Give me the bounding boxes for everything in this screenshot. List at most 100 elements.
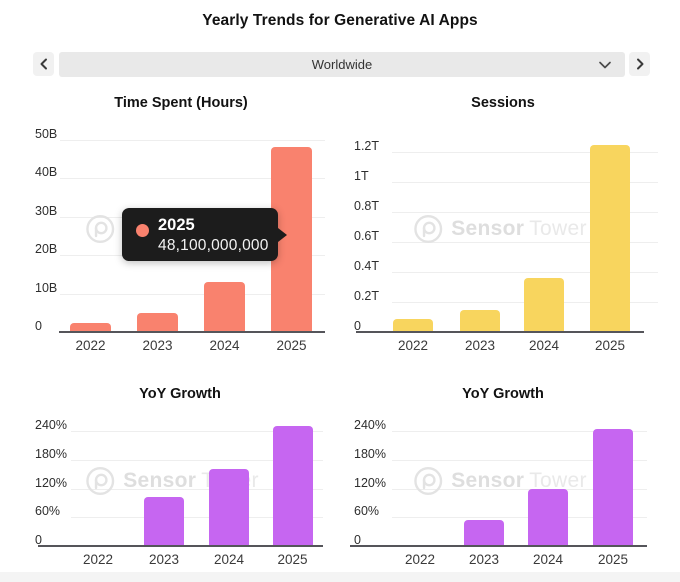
watermark-text-tower: Tower (529, 469, 587, 492)
region-dropdown[interactable]: Worldwide (59, 52, 625, 77)
x-axis-label-sessions-2025: 2025 (594, 338, 626, 353)
gridline-yoy-growth-time-spent (71, 459, 323, 461)
y-tick-label-sessions: 0.2T (354, 289, 380, 303)
y-tick-label-sessions: 1.2T (354, 139, 380, 153)
x-axis-label-time-spent-2024: 2024 (209, 338, 240, 353)
x-axis-label-yoy-growth-time-spent-2023: 2023 (148, 552, 180, 567)
y-tick-label-yoy-growth-sessions: 60% (354, 504, 380, 519)
bottom-divider (0, 572, 680, 582)
bar-sessions-2025[interactable] (590, 144, 630, 332)
x-axis-label-sessions-2024: 2024 (528, 338, 560, 353)
gridline-yoy-growth-time-spent (71, 488, 323, 490)
page-title: Yearly Trends for Generative AI Apps (202, 12, 478, 29)
sensor-tower-logo-icon (414, 466, 443, 496)
y-tick-label-yoy-growth-time-spent: 120% (35, 475, 67, 490)
x-axis-label-sessions-2023: 2023 (464, 338, 496, 353)
bar-yoy-growth-time-spent-2023[interactable] (144, 496, 184, 546)
y-tick-label-sessions: 0.4T (354, 259, 380, 273)
y-tick-label-time-spent: 10B (35, 280, 58, 295)
x-axis-label-yoy-growth-time-spent-2024: 2024 (213, 552, 245, 567)
x-axis-sessions (356, 331, 644, 333)
y-tick-label-time-spent: 30B (35, 203, 58, 218)
bar-yoy-growth-time-spent-2025[interactable] (272, 426, 313, 546)
chevron-left-icon (40, 58, 47, 70)
bar-yoy-growth-sessions-2023[interactable] (464, 519, 504, 546)
watermark-text-sensor: Sensor (451, 469, 525, 492)
gridline-time-spent (60, 293, 325, 295)
x-axis-label-sessions-2022: 2022 (397, 338, 429, 353)
gridline-sessions (392, 272, 658, 273)
gridline-time-spent (60, 178, 325, 180)
bar-yoy-growth-sessions-2024[interactable] (528, 488, 568, 546)
tooltip-value: 48,100,000,000 (158, 237, 269, 254)
watermark-text-sensor: Sensor (451, 217, 525, 240)
x-axis-time-spent (59, 331, 325, 333)
gridline-yoy-growth-time-spent (71, 431, 323, 433)
y-tick-label-time-spent: 20B (35, 242, 58, 257)
y-tick-label-sessions: 0.8T (354, 199, 380, 213)
bar-time-spent-2023[interactable] (137, 312, 178, 332)
next-region-button[interactable] (629, 52, 650, 76)
tooltip-year: 2025 (158, 216, 195, 234)
y-tick-label-yoy-growth-sessions: 0 (354, 533, 361, 547)
sensor-tower-logo-icon (86, 214, 115, 244)
tooltip-arrow-icon (278, 228, 287, 242)
sensor-tower-logo-icon (86, 466, 115, 496)
y-tick-label-sessions: 1T (354, 169, 369, 183)
gridline-sessions (392, 182, 658, 183)
bar-sessions-2022[interactable] (393, 318, 433, 332)
bar-sessions-2024[interactable] (524, 278, 564, 332)
y-tick-label-yoy-growth-time-spent: 180% (35, 446, 67, 461)
x-axis-yoy-growth-time-spent (38, 545, 323, 547)
y-tick-label-time-spent: 0 (35, 319, 42, 333)
chart-tooltip: 2025 48,100,000,000 (122, 208, 287, 261)
y-tick-label-sessions: 0.6T (354, 229, 380, 243)
x-axis-label-yoy-growth-sessions-2022: 2022 (404, 552, 436, 567)
y-tick-label-yoy-growth-time-spent: 60% (35, 504, 61, 519)
gridline-sessions (392, 212, 658, 213)
gridline-time-spent (60, 140, 325, 141)
y-tick-label-sessions: 0 (354, 319, 361, 333)
chart-title-yoy-growth-time-spent: YoY Growth (139, 386, 221, 402)
x-axis-label-time-spent-2025: 2025 (276, 338, 307, 353)
y-tick-label-yoy-growth-sessions: 180% (354, 446, 386, 461)
x-axis-label-yoy-growth-sessions-2023: 2023 (468, 552, 500, 567)
bar-sessions-2023[interactable] (460, 309, 500, 332)
bar-yoy-growth-time-spent-2024[interactable] (209, 469, 249, 546)
region-dropdown-value: Worldwide (311, 57, 373, 72)
gridline-yoy-growth-sessions (392, 431, 647, 433)
watermark-text-tower: Tower (529, 217, 587, 240)
x-axis-label-yoy-growth-sessions-2024: 2024 (532, 552, 564, 567)
x-axis-label-time-spent-2023: 2023 (142, 338, 173, 353)
gridline-sessions (392, 152, 658, 153)
bar-yoy-growth-sessions-2025[interactable] (593, 428, 633, 546)
prev-region-button[interactable] (33, 52, 54, 76)
chart-title-yoy-growth-sessions: YoY Growth (462, 386, 544, 402)
gridline-yoy-growth-sessions (392, 488, 647, 490)
x-axis-yoy-growth-sessions (350, 545, 647, 547)
y-tick-label-yoy-growth-sessions: 240% (354, 418, 386, 433)
chevron-down-icon (598, 60, 612, 69)
gridline-yoy-growth-time-spent (71, 517, 323, 519)
y-tick-label-time-spent: 40B (35, 165, 58, 180)
series-dot-icon (136, 224, 149, 237)
gridline-sessions (392, 242, 658, 243)
x-axis-label-time-spent-2022: 2022 (75, 338, 106, 353)
chart-title-time-spent: Time Spent (Hours) (114, 95, 248, 111)
gridline-yoy-growth-sessions (392, 517, 647, 519)
chart-title-sessions: Sessions (471, 95, 535, 111)
x-axis-label-yoy-growth-time-spent-2025: 2025 (277, 552, 308, 567)
x-axis-label-yoy-growth-time-spent-2022: 2022 (82, 552, 114, 567)
sensor-tower-logo-icon (414, 214, 443, 244)
y-tick-label-yoy-growth-sessions: 120% (354, 475, 386, 490)
x-axis-label-yoy-growth-sessions-2025: 2025 (597, 552, 629, 567)
watermark-text-sensor: Sensor (123, 469, 197, 492)
bar-time-spent-2024[interactable] (204, 282, 245, 332)
y-tick-label-yoy-growth-time-spent: 240% (35, 418, 67, 433)
gridline-yoy-growth-sessions (392, 459, 647, 461)
bar-time-spent-2022[interactable] (70, 322, 111, 332)
y-tick-label-yoy-growth-time-spent: 0 (35, 533, 42, 547)
